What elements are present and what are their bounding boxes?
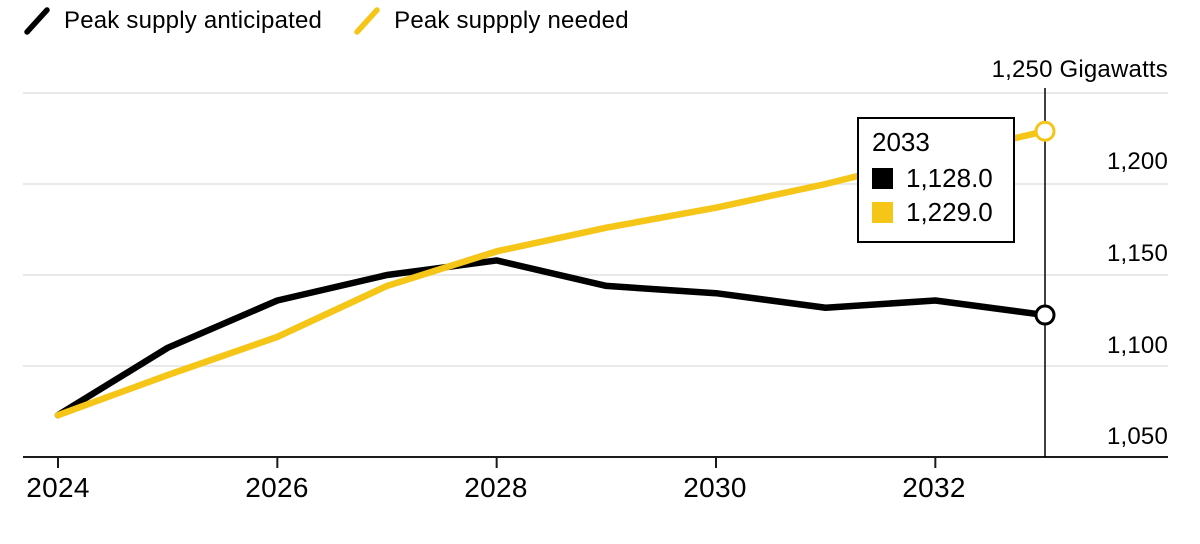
legend: Peak supply anticipated Peak suppply nee… <box>22 6 629 36</box>
y-axis-label-1100: 1,100 <box>1106 332 1168 359</box>
y-axis-label-1200: 1,200 <box>1106 148 1168 175</box>
endpoint-marker-anticipated <box>1034 304 1056 326</box>
yellow-slash-icon <box>354 7 380 35</box>
tooltip-row-needed: 1,229.0 <box>872 198 1003 226</box>
tooltip-row-anticipated: 1,128.0 <box>872 164 1003 192</box>
legend-label-anticipated: Peak supply anticipated <box>64 7 323 34</box>
legend-item-anticipated: Peak supply anticipated <box>22 6 322 36</box>
series-line-anticipated[interactable] <box>54 257 1049 419</box>
black-slash-icon <box>24 7 50 35</box>
legend-item-needed: Peak suppply needed <box>352 6 629 36</box>
x-axis-label-2026: 2026 <box>245 472 309 503</box>
black-series-swatch <box>872 167 893 189</box>
x-axis-label-2028: 2028 <box>464 472 528 503</box>
x-axis-label-2024: 2024 <box>26 472 90 503</box>
y-axis-label-1250-gigawatts: 1,250 Gigawatts <box>991 56 1168 83</box>
yellow-series-swatch <box>872 201 893 223</box>
tooltip-year: 2033 <box>872 127 930 157</box>
legend-label-needed: Peak suppply needed <box>394 7 629 34</box>
x-axis-label-2030: 2030 <box>683 472 747 503</box>
y-axis-label-1050: 1,050 <box>1106 423 1168 450</box>
tooltip: 2033 1,128.0 1,229.0 <box>857 117 1015 243</box>
tooltip-value-needed: 1,229.0 <box>906 197 993 227</box>
y-axis-label-1150: 1,150 <box>1106 240 1168 267</box>
endpoint-marker-needed <box>1034 120 1056 142</box>
tooltip-value-anticipated: 1,128.0 <box>906 163 993 193</box>
x-axis-label-2032: 2032 <box>902 472 966 503</box>
